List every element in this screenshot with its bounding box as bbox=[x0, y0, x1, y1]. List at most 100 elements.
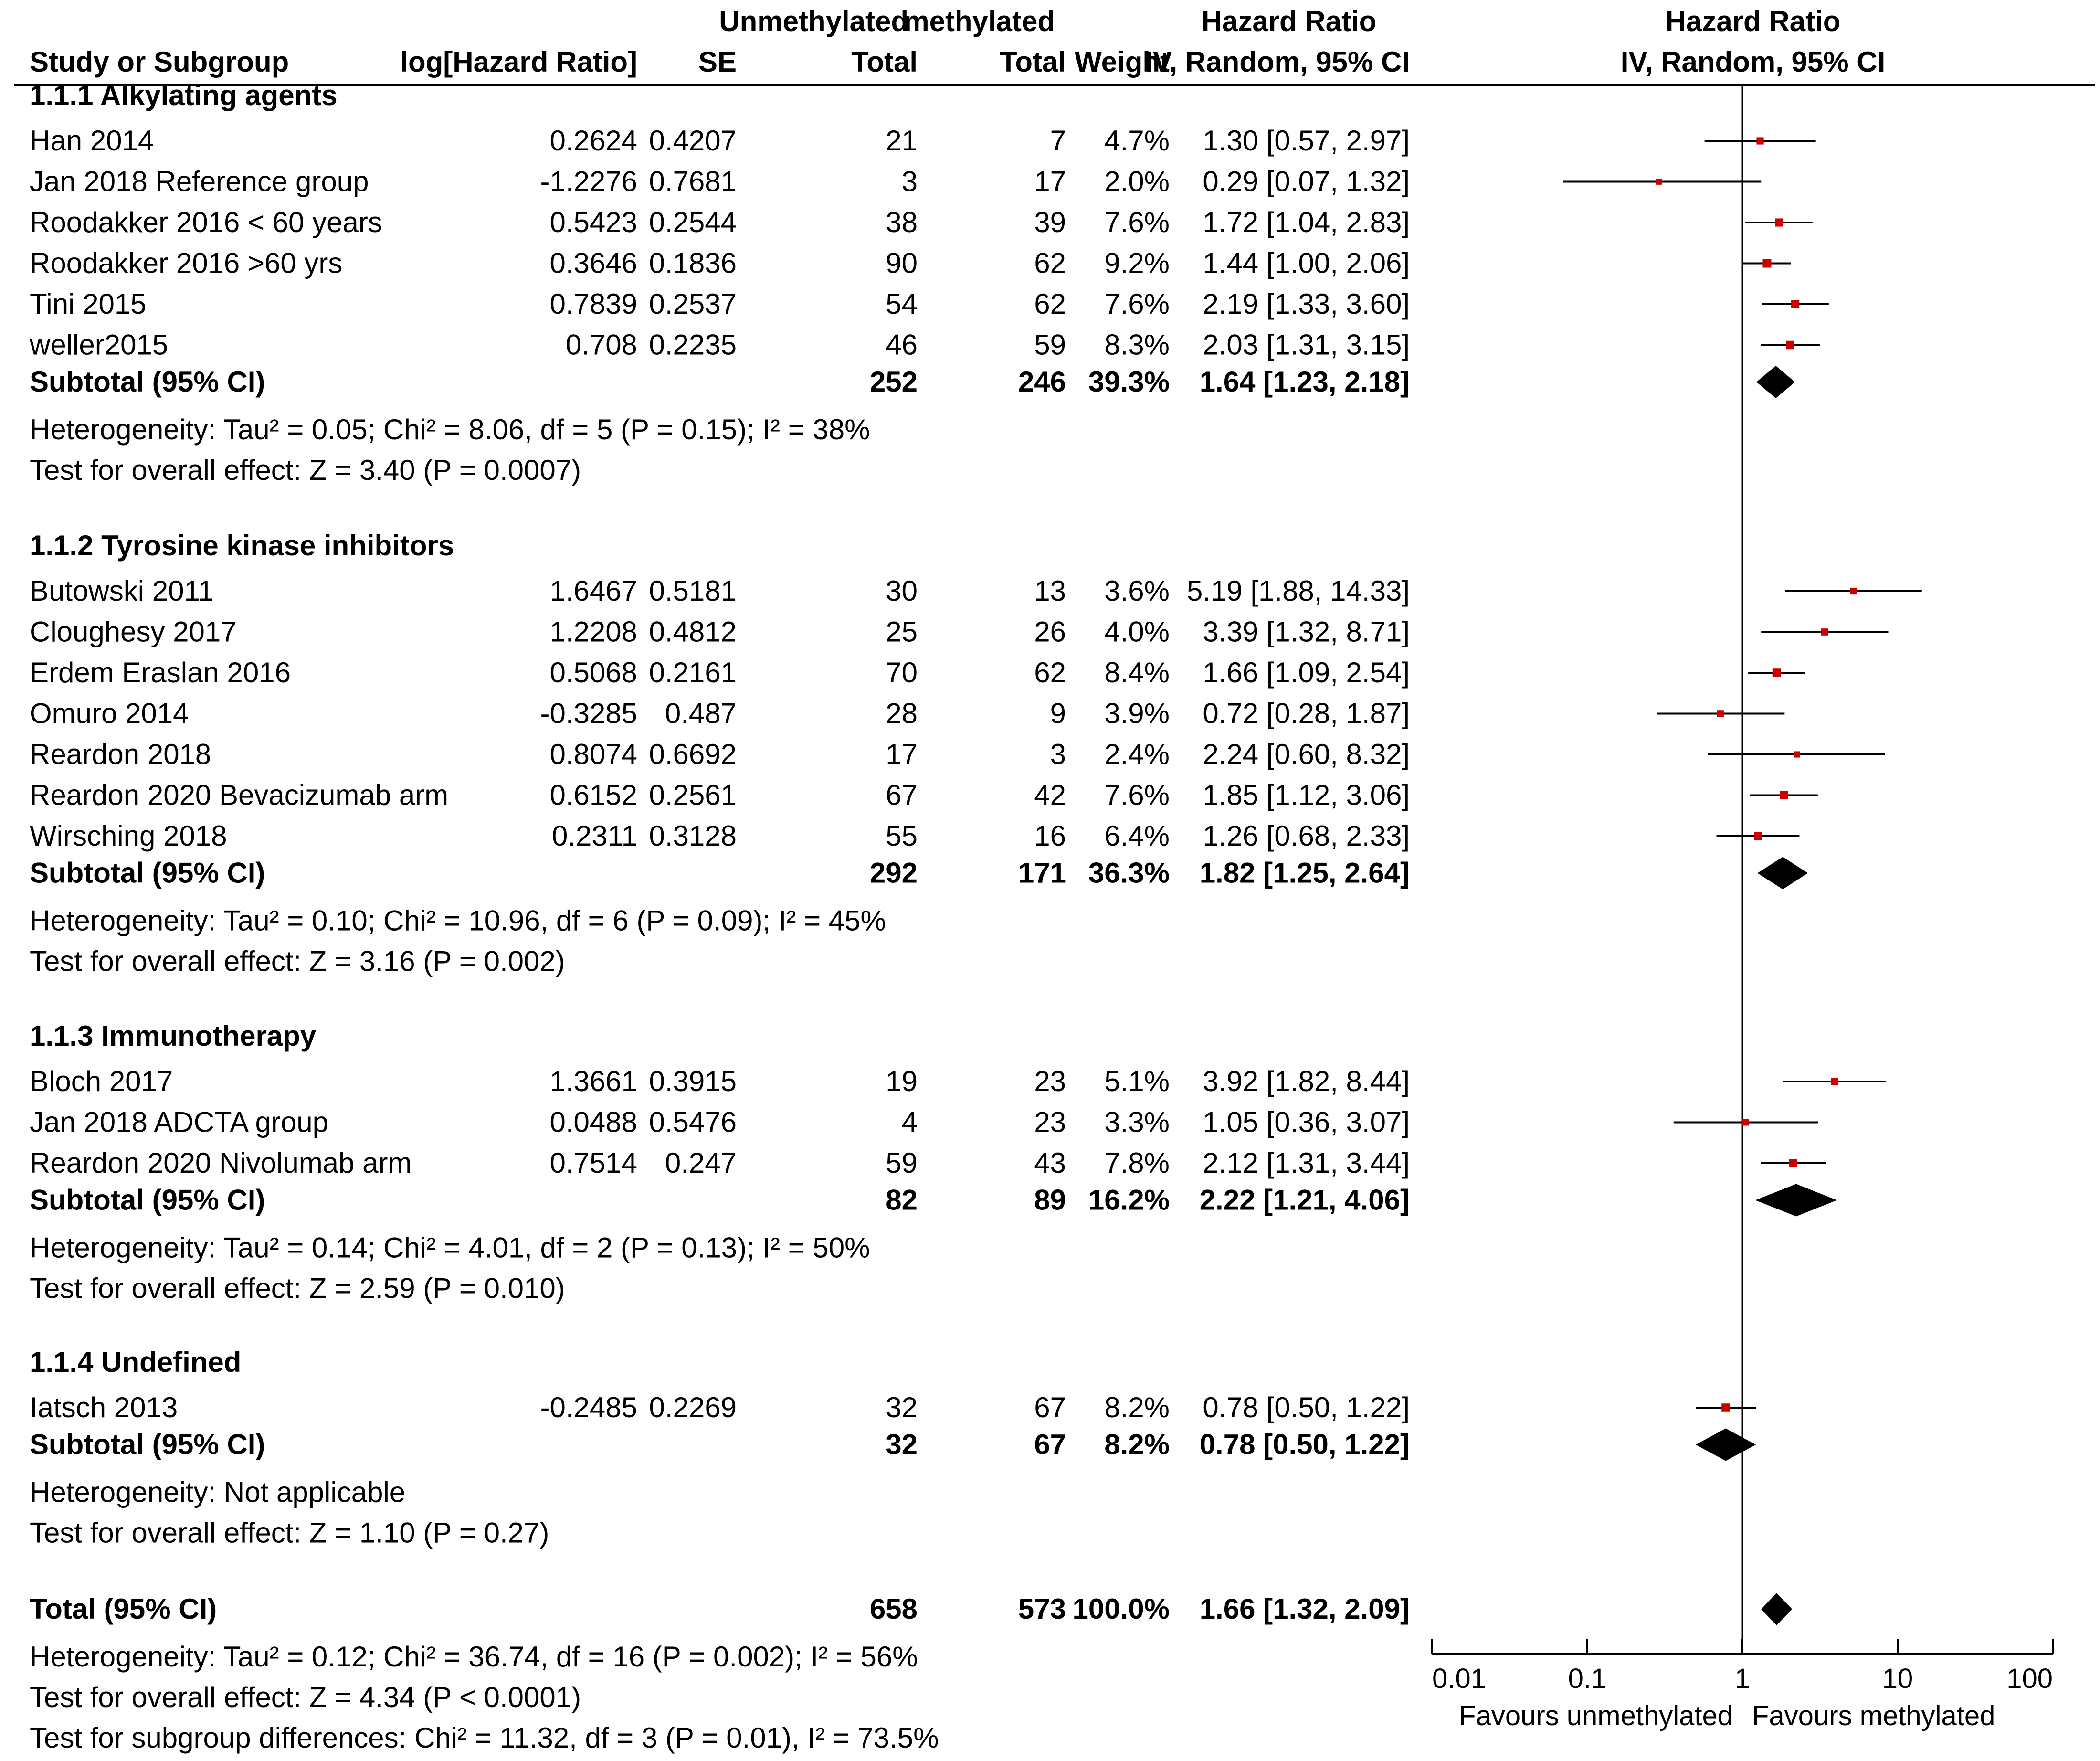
subtotal-diamond bbox=[1756, 366, 1795, 398]
axis-label-favours-methylated: Favours methylated bbox=[1752, 1700, 1995, 1731]
study-name: Wirsching 2018 bbox=[30, 820, 227, 852]
study-marker bbox=[1721, 1403, 1730, 1412]
study-marker bbox=[1794, 751, 1800, 758]
study-se: 0.3915 bbox=[649, 1065, 737, 1097]
study-se: 0.4812 bbox=[649, 616, 737, 648]
study-weight: 7.8% bbox=[1104, 1147, 1170, 1179]
study-se: 0.2269 bbox=[649, 1391, 737, 1423]
study-total-methylated: 59 bbox=[1034, 329, 1066, 361]
header-weight: Weight bbox=[1075, 46, 1170, 78]
header-study: Study or Subgroup bbox=[30, 46, 289, 78]
study-name: Tini 2015 bbox=[30, 288, 147, 320]
study-weight: 7.6% bbox=[1104, 206, 1170, 238]
study-se: 0.1836 bbox=[649, 247, 737, 279]
study-se: 0.487 bbox=[665, 698, 737, 730]
study-se: 0.7681 bbox=[649, 166, 737, 198]
study-ci: 0.29 [0.07, 1.32] bbox=[1203, 166, 1410, 198]
subtotal-weight: 39.3% bbox=[1088, 366, 1170, 398]
study-total-methylated: 13 bbox=[1034, 575, 1066, 607]
study-marker bbox=[1831, 1078, 1838, 1085]
study-ci: 1.26 [0.68, 2.33] bbox=[1203, 820, 1410, 852]
subtotal-label: Subtotal (95% CI) bbox=[30, 857, 265, 889]
study-weight: 9.2% bbox=[1104, 247, 1170, 279]
study-total-unmethylated: 67 bbox=[886, 779, 918, 811]
study-loghr: 0.7839 bbox=[549, 288, 637, 320]
total-total-unmethylated: 658 bbox=[870, 1593, 918, 1625]
study-se: 0.6692 bbox=[649, 738, 737, 770]
study-loghr: 0.6152 bbox=[549, 779, 637, 811]
x-axis-tick-label: 0.01 bbox=[1432, 1663, 1486, 1694]
x-axis-tick-label: 0.1 bbox=[1568, 1663, 1607, 1694]
total-diamond bbox=[1761, 1593, 1793, 1625]
subgroup-overall-effect: Test for overall effect: Z = 3.40 (P = 0… bbox=[30, 454, 581, 486]
study-se: 0.2235 bbox=[649, 329, 737, 361]
study-name: Cloughesy 2017 bbox=[30, 616, 237, 648]
subgroup-heterogeneity: Heterogeneity: Tau² = 0.05; Chi² = 8.06,… bbox=[30, 414, 870, 446]
study-se: 0.2544 bbox=[649, 206, 737, 238]
study-weight: 4.7% bbox=[1104, 125, 1170, 157]
study-weight: 6.4% bbox=[1104, 820, 1170, 852]
subtotal-ci: 1.64 [1.23, 2.18] bbox=[1200, 366, 1410, 398]
study-marker bbox=[1786, 340, 1794, 350]
header-plot-hazard-ratio: Hazard Ratio bbox=[1666, 5, 1841, 37]
axis-label-favours-unmethylated: Favours unmethylated bbox=[1459, 1700, 1733, 1731]
study-se: 0.2561 bbox=[649, 779, 737, 811]
footer-statistic: Test for overall effect: Z = 4.34 (P < 0… bbox=[30, 1681, 581, 1713]
study-weight: 7.6% bbox=[1104, 779, 1170, 811]
study-weight: 4.0% bbox=[1104, 616, 1170, 648]
study-total-methylated: 23 bbox=[1034, 1106, 1066, 1138]
study-loghr: 0.3646 bbox=[549, 247, 637, 279]
study-total-methylated: 39 bbox=[1034, 206, 1066, 238]
total-weight: 100.0% bbox=[1073, 1593, 1170, 1625]
study-total-methylated: 9 bbox=[1050, 698, 1066, 730]
study-name: weller2015 bbox=[29, 329, 168, 361]
study-loghr: 0.708 bbox=[566, 329, 637, 361]
study-loghr: 0.5423 bbox=[549, 206, 637, 238]
header-hazard-ratio: Hazard Ratio bbox=[1202, 5, 1377, 37]
subtotal-diamond bbox=[1755, 1184, 1837, 1217]
study-name: Reardon 2018 bbox=[30, 738, 211, 770]
study-total-unmethylated: 38 bbox=[886, 206, 918, 238]
subtotal-total-unmethylated: 292 bbox=[870, 857, 918, 889]
study-total-unmethylated: 59 bbox=[886, 1147, 918, 1179]
study-name: Jan 2018 Reference group bbox=[30, 166, 369, 198]
study-name: Iatsch 2013 bbox=[30, 1391, 178, 1423]
study-weight: 3.3% bbox=[1104, 1106, 1170, 1138]
study-total-unmethylated: 90 bbox=[886, 247, 918, 279]
study-marker bbox=[1791, 300, 1800, 308]
x-axis-tick-label: 10 bbox=[1882, 1663, 1913, 1694]
x-axis-tick-label: 100 bbox=[2006, 1663, 2053, 1694]
study-loghr: -0.2485 bbox=[540, 1391, 638, 1423]
subgroup-overall-effect: Test for overall effect: Z = 2.59 (P = 0… bbox=[30, 1273, 565, 1305]
subtotal-label: Subtotal (95% CI) bbox=[30, 1184, 265, 1216]
header-loghr: log[Hazard Ratio] bbox=[400, 46, 637, 78]
study-total-unmethylated: 32 bbox=[886, 1391, 918, 1423]
study-name: Roodakker 2016 >60 yrs bbox=[30, 247, 342, 279]
study-marker bbox=[1756, 137, 1764, 145]
study-loghr: -1.2276 bbox=[540, 166, 638, 198]
study-name: Roodakker 2016 < 60 years bbox=[30, 206, 382, 238]
study-marker bbox=[1754, 832, 1762, 840]
study-total-methylated: 43 bbox=[1034, 1147, 1066, 1179]
study-total-unmethylated: 19 bbox=[886, 1065, 918, 1097]
study-total-methylated: 7 bbox=[1050, 125, 1066, 157]
x-axis-tick-label: 1 bbox=[1735, 1663, 1750, 1694]
study-loghr: 1.2208 bbox=[549, 616, 637, 648]
subtotal-total-methylated: 246 bbox=[1018, 366, 1066, 398]
subgroup-heterogeneity: Heterogeneity: Tau² = 0.14; Chi² = 4.01,… bbox=[30, 1232, 870, 1264]
total-label: Total (95% CI) bbox=[30, 1593, 217, 1625]
study-ci: 1.85 [1.12, 3.06] bbox=[1203, 779, 1410, 811]
subtotal-weight: 8.2% bbox=[1104, 1429, 1170, 1461]
study-marker bbox=[1742, 1119, 1749, 1126]
study-name: Erdem Eraslan 2016 bbox=[30, 657, 291, 689]
study-total-methylated: 62 bbox=[1034, 247, 1066, 279]
study-marker bbox=[1762, 259, 1772, 268]
study-se: 0.247 bbox=[665, 1147, 737, 1179]
footer-statistic: Heterogeneity: Tau² = 0.12; Chi² = 36.74… bbox=[30, 1641, 918, 1673]
study-total-unmethylated: 30 bbox=[886, 575, 918, 607]
study-weight: 3.9% bbox=[1104, 698, 1170, 730]
study-weight: 3.6% bbox=[1104, 575, 1170, 607]
study-marker bbox=[1850, 587, 1857, 595]
study-total-unmethylated: 55 bbox=[886, 820, 918, 852]
